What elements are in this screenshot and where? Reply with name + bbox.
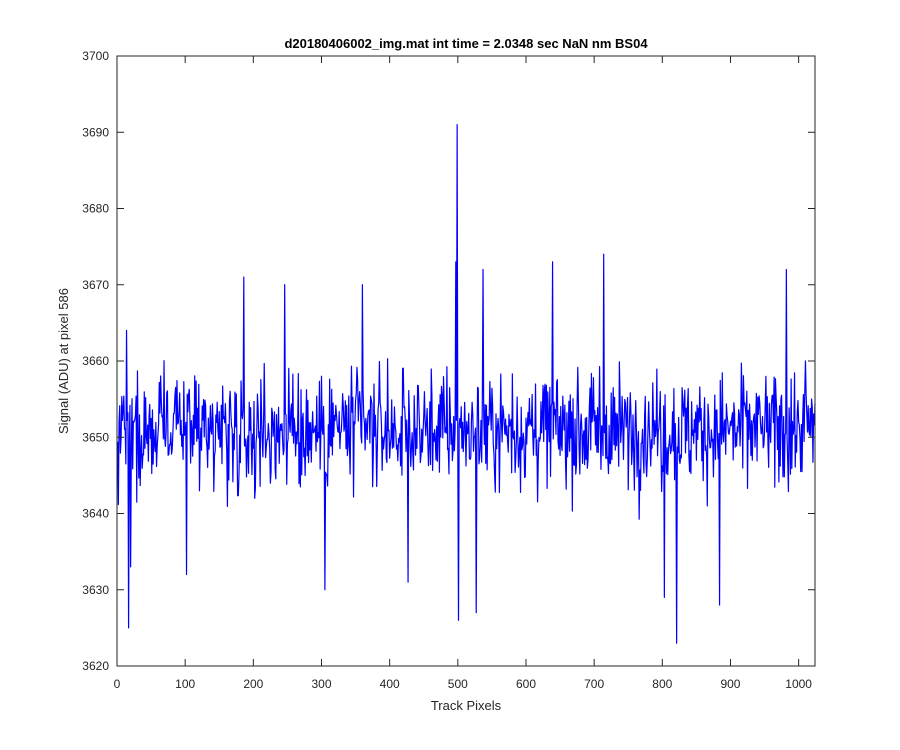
y-tick-label: 3630 (82, 583, 109, 597)
y-tick-label: 3700 (82, 49, 109, 63)
x-tick-label: 0 (114, 677, 121, 691)
signal-series-line (117, 124, 816, 644)
x-axis-label: Track Pixels (431, 698, 502, 713)
x-tick-label: 100 (175, 677, 195, 691)
x-tick-label: 1000 (785, 677, 812, 691)
y-tick-label: 3640 (82, 507, 109, 521)
x-tick-label: 500 (448, 677, 468, 691)
y-tick-label: 3680 (82, 202, 109, 216)
axes-background (117, 56, 815, 666)
x-tick-label: 800 (652, 677, 672, 691)
x-tick-label: 700 (584, 677, 604, 691)
y-tick-label: 3650 (82, 430, 109, 444)
x-tick-label: 300 (311, 677, 331, 691)
y-tick-label: 3660 (82, 354, 109, 368)
x-tick-label: 900 (720, 677, 740, 691)
y-axis-label: Signal (ADU) at pixel 586 (56, 288, 71, 434)
x-tick-label: 600 (516, 677, 536, 691)
chart-title: d20180406002_img.mat int time = 2.0348 s… (284, 36, 648, 51)
x-tick-label: 400 (380, 677, 400, 691)
y-tick-label: 3670 (82, 278, 109, 292)
y-tick-label: 3620 (82, 659, 109, 673)
x-tick-label: 200 (243, 677, 263, 691)
y-tick-label: 3690 (82, 125, 109, 139)
x-axis-ticks: 0 100 200 300 400 500 600 700 800 900 1000 (114, 56, 812, 691)
y-axis-ticks: 3620 3630 3640 3650 3660 3670 3680 3690 3700 (82, 49, 815, 673)
plot-area (116, 55, 816, 667)
